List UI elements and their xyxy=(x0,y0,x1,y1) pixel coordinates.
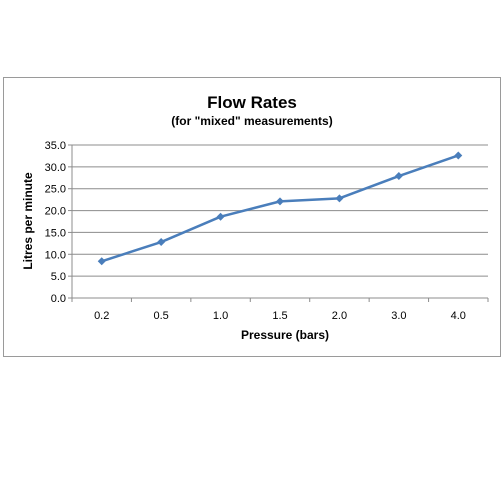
y-tick-label: 30.0 xyxy=(45,162,66,174)
y-tick-label: 0.0 xyxy=(51,293,66,305)
axes xyxy=(68,144,489,302)
data-point-marker xyxy=(394,172,403,181)
x-tick-label: 1.0 xyxy=(213,310,228,322)
chart-subtitle: (for "mixed" measurements) xyxy=(171,114,332,128)
y-tick-label: 15.0 xyxy=(45,227,66,239)
data-markers xyxy=(97,151,463,266)
x-tick-label: 3.0 xyxy=(391,310,406,322)
x-tick-labels: 0.2 0.5 1.0 1.5 2.0 3.0 4.0 xyxy=(94,310,466,322)
data-point-marker xyxy=(335,194,344,203)
x-tick-label: 0.2 xyxy=(94,310,109,322)
data-point-marker xyxy=(216,212,225,221)
chart-title: Flow Rates xyxy=(207,93,297,112)
x-tick-label: 2.0 xyxy=(332,310,347,322)
gridlines xyxy=(72,144,488,277)
data-point-marker xyxy=(97,257,106,266)
series-line xyxy=(101,154,459,263)
data-point-marker xyxy=(157,238,166,247)
y-tick-label: 35.0 xyxy=(45,140,66,152)
y-tick-label: 25.0 xyxy=(45,184,66,196)
chart-frame xyxy=(3,77,501,357)
x-tick-label: 0.5 xyxy=(153,310,168,322)
series-polyline xyxy=(101,154,459,263)
data-point-marker xyxy=(454,151,463,160)
y-tick-labels: 0.0 5.0 10.0 15.0 20.0 25.0 30.0 35.0 xyxy=(45,140,66,305)
y-tick-label: 5.0 xyxy=(51,271,66,283)
y-axis-label: Litres per minute xyxy=(21,172,35,270)
x-axis-label: Pressure (bars) xyxy=(241,328,329,342)
data-point-marker xyxy=(276,197,284,206)
y-tick-label: 10.0 xyxy=(45,249,66,261)
x-tick-label: 1.5 xyxy=(272,310,287,322)
y-tick-label: 20.0 xyxy=(45,206,66,218)
x-tick-label: 4.0 xyxy=(451,310,466,322)
